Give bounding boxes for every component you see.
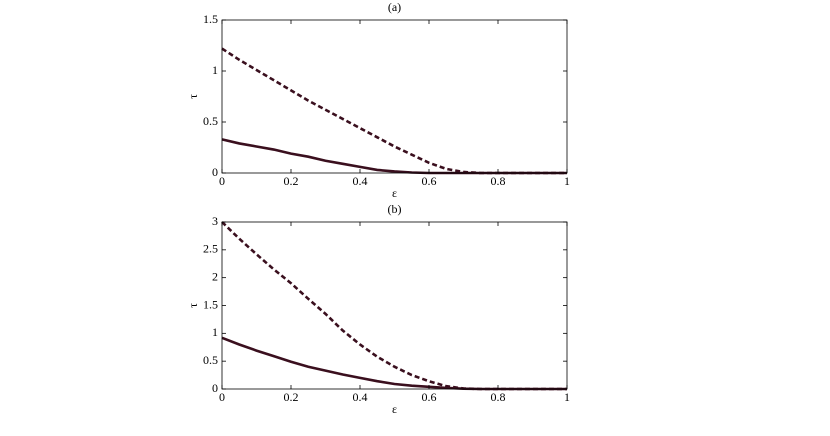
x-tick-label: 0.8 bbox=[491, 174, 506, 188]
x-tick-label: 0 bbox=[219, 390, 225, 404]
y-tick-label: 0 bbox=[212, 165, 218, 179]
x-tick-label: 1 bbox=[564, 174, 570, 188]
y-tick-label: 1 bbox=[212, 63, 218, 77]
y-axis-label: τ bbox=[186, 303, 200, 308]
x-tick-label: 0 bbox=[219, 174, 225, 188]
x-tick-label: 0.8 bbox=[491, 390, 506, 404]
x-tick-label: 1 bbox=[564, 390, 570, 404]
data-line bbox=[221, 47, 567, 175]
chart-title: (a) bbox=[388, 0, 401, 14]
x-tick-label: 0.6 bbox=[422, 174, 437, 188]
data-line bbox=[221, 221, 567, 391]
chart-title: (b) bbox=[388, 202, 402, 216]
y-tick-label: 0.5 bbox=[203, 114, 218, 128]
y-tick-label: 1 bbox=[212, 325, 218, 339]
x-tick-label: 0.6 bbox=[422, 390, 437, 404]
y-tick-label: 1.5 bbox=[203, 12, 218, 26]
axes-box bbox=[221, 19, 568, 174]
x-tick-label: 0.2 bbox=[284, 174, 299, 188]
y-tick-label: 2 bbox=[212, 269, 218, 283]
axes-box bbox=[221, 221, 568, 390]
data-line bbox=[221, 138, 567, 175]
y-tick-label: 2.5 bbox=[203, 242, 218, 256]
x-axis-label: ε bbox=[392, 402, 397, 416]
x-tick-label: 0.4 bbox=[353, 390, 368, 404]
y-tick-label: 0 bbox=[212, 381, 218, 395]
y-tick-label: 3 bbox=[212, 214, 218, 228]
x-tick-label: 0.4 bbox=[353, 174, 368, 188]
y-tick-label: 1.5 bbox=[203, 297, 218, 311]
data-line bbox=[221, 336, 567, 391]
x-axis-label: ε bbox=[392, 186, 397, 200]
x-tick-label: 0.2 bbox=[284, 390, 299, 404]
y-axis-label: τ bbox=[186, 94, 200, 99]
y-tick-label: 0.5 bbox=[203, 353, 218, 367]
